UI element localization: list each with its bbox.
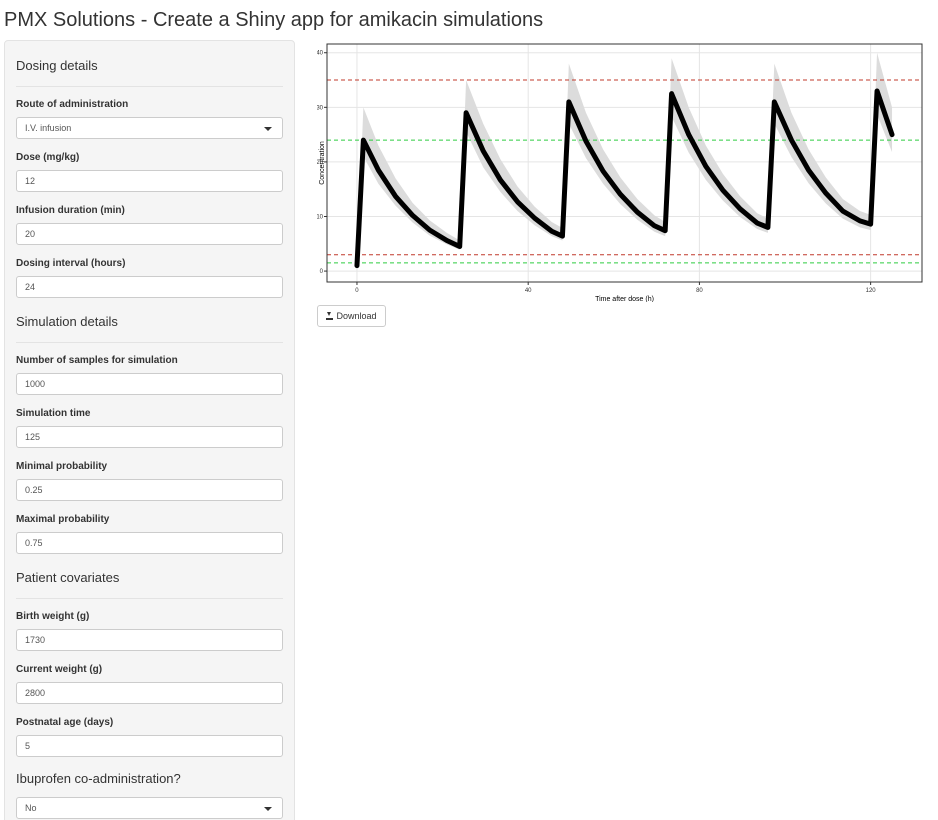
x-tick-label: 120 bbox=[866, 288, 877, 294]
y-axis-label: Concentration bbox=[319, 141, 326, 185]
plot-border bbox=[326, 43, 923, 283]
field-label: Birth weight (g) bbox=[16, 611, 90, 622]
button-label: Download bbox=[336, 311, 377, 321]
text-input[interactable]: 5 bbox=[16, 735, 283, 757]
field-label: Postnatal age (days) bbox=[16, 717, 114, 728]
plot-background bbox=[327, 44, 922, 282]
field-label: Minimal probability bbox=[16, 461, 108, 472]
y-tick-label: 30 bbox=[317, 105, 324, 111]
field-label: Simulation time bbox=[16, 408, 91, 419]
field-label: Route of administration bbox=[16, 99, 129, 110]
text-input[interactable]: 0.75 bbox=[16, 532, 283, 554]
select-input[interactable]: No bbox=[16, 797, 283, 819]
field-label: Infusion duration (min) bbox=[16, 205, 125, 216]
y-tick-label: 10 bbox=[317, 214, 324, 220]
section-divider bbox=[16, 342, 283, 343]
y-tick-label: 40 bbox=[317, 51, 324, 57]
sidebar-section: Dosing details Route of administration I.V… bbox=[5, 56, 294, 298]
field-label: Dose (mg/kg) bbox=[16, 152, 80, 163]
text-input[interactable]: 12 bbox=[16, 170, 283, 192]
field-label: Number of samples for simulation bbox=[16, 355, 178, 366]
section-divider bbox=[16, 86, 283, 87]
text-input[interactable]: 0.25 bbox=[16, 479, 283, 501]
x-axis-label: Time after dose (h) bbox=[595, 296, 654, 302]
field-label: Dosing interval (hours) bbox=[16, 258, 126, 269]
text-input[interactable]: 20 bbox=[16, 223, 283, 245]
text-input[interactable]: 1000 bbox=[16, 373, 283, 395]
section-divider bbox=[16, 598, 283, 599]
text-input[interactable]: 2800 bbox=[16, 682, 283, 704]
text-input[interactable]: 24 bbox=[16, 276, 283, 298]
x-tick-label: 80 bbox=[696, 288, 703, 294]
field-label: Maximal probability bbox=[16, 514, 110, 525]
y-tick-label: 20 bbox=[317, 160, 324, 166]
text-input[interactable]: 1730 bbox=[16, 629, 283, 651]
section-title: Ibuprofen co-administration? bbox=[16, 771, 181, 786]
download-button[interactable]: Download bbox=[317, 305, 386, 327]
select-input[interactable]: I.V. infusion bbox=[16, 117, 283, 139]
sidebar-section: Simulation details Number of samples for … bbox=[5, 312, 294, 554]
x-tick-label: 40 bbox=[525, 288, 532, 294]
text-input[interactable]: 125 bbox=[16, 426, 283, 448]
line bbox=[354, 88, 895, 269]
sidebar-section: Ibuprofen co-administration? No bbox=[5, 769, 294, 819]
field-label: Current weight (g) bbox=[16, 664, 103, 675]
section-title: Patient covariates bbox=[16, 570, 120, 585]
chart: 0 10 20 30 40 0 40 80 120 Time after dose (h) Conc… bbox=[317, 43, 923, 302]
sidebar: Dosing details Route of administration I.V… bbox=[4, 40, 295, 820]
section-title: Dosing details bbox=[16, 58, 98, 73]
x-tick-label: 0 bbox=[355, 288, 359, 294]
y-tick-label: 0 bbox=[320, 269, 324, 275]
page-title: PMX Solutions - Create a Shiny app for a… bbox=[4, 9, 544, 31]
sidebar-section: Patient covariates Birth weight (g) 1730 Cu… bbox=[5, 568, 294, 757]
section-title: Simulation details bbox=[16, 314, 118, 329]
